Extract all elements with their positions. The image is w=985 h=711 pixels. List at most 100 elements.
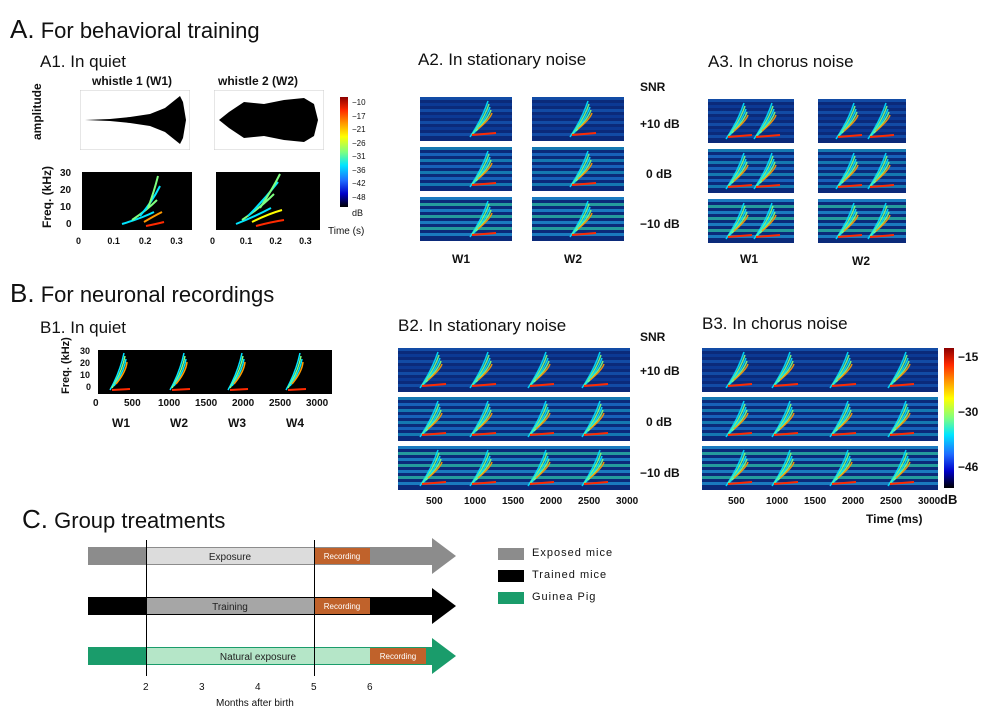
b1-call-fundamental — [287, 388, 307, 391]
noise-band — [708, 149, 794, 152]
c-legend-label: Guinea Pig — [532, 591, 597, 603]
b2-time-tick: 1500 — [502, 496, 525, 507]
call-harmonic — [731, 360, 748, 383]
noise-band — [420, 183, 512, 186]
c-x-tick: 6 — [367, 682, 373, 693]
b1-title: B1. In quiet — [40, 318, 127, 337]
call-harmonic — [733, 412, 749, 430]
call-harmonic — [587, 360, 604, 383]
call-harmonic — [875, 164, 891, 182]
c-recording-label: Recording — [324, 552, 360, 561]
b2-time-tick: 2500 — [578, 496, 601, 507]
noise-band — [818, 173, 906, 176]
noise-band — [420, 177, 512, 180]
noise-band — [818, 161, 906, 164]
c-phase-segment — [146, 598, 314, 614]
call-fundamental — [837, 134, 863, 138]
noise-band — [818, 205, 906, 208]
b1-call-harmonic — [109, 352, 125, 391]
c-x-tick: 3 — [199, 682, 205, 693]
call-fundamental — [471, 182, 497, 186]
call-fundamental — [773, 432, 799, 436]
a2-w1-label: W1 — [452, 252, 470, 266]
call-harmonic — [733, 214, 749, 232]
call-harmonic — [427, 363, 443, 381]
a1-waveform-w1 — [80, 90, 190, 150]
call-harmonic — [841, 211, 858, 234]
call-harmonic — [535, 461, 551, 479]
call-harmonic — [753, 102, 773, 140]
noise-band — [818, 223, 906, 226]
noise-band — [702, 470, 938, 473]
noise-band — [702, 360, 938, 363]
call-harmonic — [731, 409, 748, 432]
a1-colorbar-tick: −31 — [352, 152, 366, 161]
call-harmonic — [829, 449, 849, 487]
call-fundamental — [583, 432, 609, 436]
noise-band — [398, 348, 630, 351]
noise-band — [420, 147, 512, 150]
call-harmonic — [535, 363, 551, 381]
a1-spectrogram-w1-content — [121, 175, 165, 227]
b1-call-harmonic — [173, 358, 187, 387]
call-harmonic — [425, 409, 442, 432]
call-fundamental — [727, 234, 753, 238]
a3-spectrogram-w1 — [708, 99, 794, 143]
noise-band — [398, 415, 630, 418]
noise-band — [702, 372, 938, 375]
call-harmonic — [895, 412, 911, 430]
call-fundamental — [727, 184, 753, 188]
call-harmonic — [425, 360, 442, 383]
a1-whistle2-label: whistle 2 (W2) — [218, 74, 299, 88]
a2-spectrogram-w2 — [532, 147, 624, 191]
call-harmonic — [887, 400, 907, 438]
a1-freq-tick: 0 — [66, 219, 72, 230]
c-treatment-arrow: Exposure Recording — [88, 538, 456, 574]
call-harmonic — [835, 102, 855, 140]
call-harmonic — [887, 351, 907, 389]
b2-time-tick: 3000 — [616, 496, 639, 507]
b1-freq-tick: 20 — [80, 358, 91, 368]
call-harmonic — [725, 400, 745, 438]
a1-colorbar-tick: −26 — [352, 138, 366, 148]
call-fundamental — [831, 481, 857, 485]
call-fundamental — [773, 481, 799, 485]
a2-spectrogram-w1-content — [420, 147, 512, 188]
call-harmonic — [837, 412, 853, 430]
noise-band — [708, 129, 794, 132]
noise-band — [708, 105, 794, 108]
noise-band — [702, 446, 938, 449]
a3-title: A3. In chorus noise — [708, 52, 854, 71]
a2-spectrogram-w2-content — [532, 97, 624, 138]
noise-band — [420, 153, 512, 156]
a3-spectrogram-w1-content — [708, 199, 794, 240]
call-harmonic — [733, 114, 749, 132]
noise-band — [398, 378, 630, 381]
call-harmonic — [731, 161, 748, 184]
call-harmonic — [469, 449, 489, 487]
call-harmonic — [893, 360, 910, 383]
b3-time-tick: 1000 — [766, 496, 789, 507]
call-fundamental — [837, 234, 863, 238]
a1-time-tick: 0.3 — [170, 236, 183, 246]
call-harmonic — [725, 152, 745, 190]
a2-snr-header: SNR — [640, 80, 666, 94]
noise-band — [420, 165, 512, 168]
b1-call-harmonic — [289, 358, 303, 387]
noise-band — [818, 179, 906, 182]
a1-colorbar-tick: −48 — [352, 192, 366, 202]
b2-spectrogram — [398, 397, 630, 441]
call-harmonic — [577, 112, 593, 130]
call-fundamental — [869, 234, 895, 238]
noise-band — [818, 111, 906, 114]
call-harmonic — [841, 161, 858, 184]
noise-band — [702, 378, 938, 381]
noise-band — [708, 111, 794, 114]
b1-call-harmonic — [285, 352, 301, 391]
call-harmonic — [779, 363, 795, 381]
noise-band — [532, 103, 624, 106]
b2-snr-label: +10 dB — [640, 364, 680, 378]
noise-band — [702, 354, 938, 357]
call-harmonic — [731, 458, 748, 481]
call-harmonic — [771, 351, 791, 389]
